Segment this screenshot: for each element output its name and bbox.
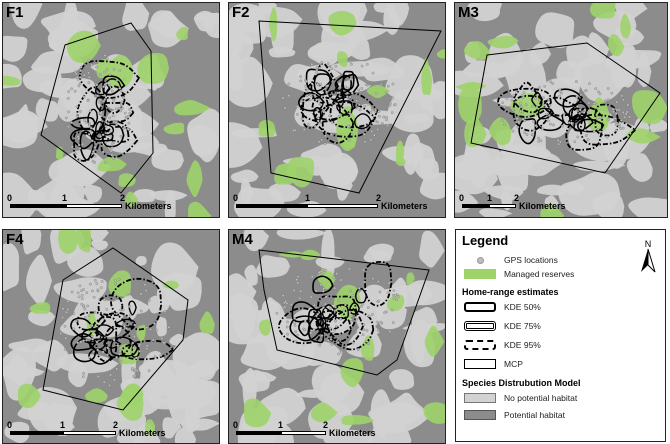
scale-tick-0: 0 xyxy=(7,193,13,203)
mcp-swatch-icon xyxy=(464,359,496,369)
gps-dot-icon xyxy=(464,255,496,265)
map-panel-m3: M3 0 1 2 Kilometers xyxy=(454,2,668,218)
north-label: N xyxy=(645,239,652,249)
legend-item-mcp: MCP xyxy=(464,357,523,371)
legend-label-kde75: KDE 75% xyxy=(504,321,541,331)
scale-tick-1: 1 xyxy=(305,193,311,203)
legend-label-habitat: Potential habitat xyxy=(504,410,565,420)
scale-bar-m4: 0 1 2 Kilometers xyxy=(233,420,433,440)
legend-label-gps: GPS locations xyxy=(504,255,558,265)
scale-bar-f2: 0 1 2 Kilometers xyxy=(233,193,438,213)
legend-label-kde95: KDE 95% xyxy=(504,340,541,350)
scale-tick-1: 1 xyxy=(487,193,493,203)
north-arrow-icon: N xyxy=(637,238,659,274)
legend-item-habitat: Potential habitat xyxy=(464,408,565,422)
scale-tick-2: 2 xyxy=(323,420,329,430)
scale-tick-2: 2 xyxy=(514,193,520,203)
habitat-swatch-icon xyxy=(464,410,496,420)
scale-bar-m3: 0 1 2 Kilometers xyxy=(459,193,659,213)
kde50-swatch-icon xyxy=(464,302,496,312)
reserve-swatch-icon xyxy=(464,269,496,279)
scale-tick-0: 0 xyxy=(233,193,239,203)
legend-sdm-title: Species Distrubution Model xyxy=(462,378,581,388)
scale-tick-0: 0 xyxy=(459,193,465,203)
scale-unit-m3: Kilometers xyxy=(519,201,566,211)
scale-tick-2: 2 xyxy=(376,193,382,203)
no-habitat-swatch-icon xyxy=(464,393,496,403)
panel-label-f2: F2 xyxy=(232,4,250,21)
panel-label-m3: M3 xyxy=(458,4,479,21)
habitat-map-m4 xyxy=(229,230,445,443)
habitat-map-f1 xyxy=(3,3,219,217)
legend-label-reserves: Managed reserves xyxy=(504,269,575,279)
legend-box: Legend N GPS locations Managed reserves … xyxy=(455,229,666,442)
habitat-map-m3 xyxy=(455,3,667,217)
legend-item-kde75: KDE 75% xyxy=(464,319,541,333)
scale-tick-0: 0 xyxy=(233,420,239,430)
panel-label-f1: F1 xyxy=(6,4,24,21)
kde95-swatch-icon xyxy=(464,340,496,350)
scale-tick-1: 1 xyxy=(62,193,68,203)
habitat-map-f2 xyxy=(229,3,445,217)
legend-title: Legend xyxy=(462,233,509,248)
legend-item-reserves: Managed reserves xyxy=(464,267,574,281)
legend-item-no-habitat: No potential habitat xyxy=(464,391,577,405)
kde75-swatch-icon xyxy=(464,321,496,331)
map-panel-f1: F1 0 1 2 Kilometers xyxy=(2,2,220,218)
legend-label-no-habitat: No potential habitat xyxy=(504,393,578,403)
habitat-map-f4 xyxy=(3,230,219,443)
legend-item-gps: GPS locations xyxy=(464,253,558,267)
scale-tick-0: 0 xyxy=(7,420,13,430)
map-panel-m4: M4 0 1 2 Kilometers xyxy=(228,229,446,444)
scale-unit-m4: Kilometers xyxy=(329,428,376,438)
scale-tick-2: 2 xyxy=(120,193,126,203)
scale-bar-f1: 0 1 2 Kilometers xyxy=(7,193,207,213)
map-panel-f2: F2 0 1 2 Kilometers xyxy=(228,2,446,218)
legend-item-kde50: KDE 50% xyxy=(464,300,541,314)
map-panel-f4: F4 0 1 2 Kilometers xyxy=(2,229,220,444)
legend-home-range-title: Home-range estimates xyxy=(462,287,559,297)
scale-tick-1: 1 xyxy=(60,420,66,430)
panel-label-f4: F4 xyxy=(6,231,24,248)
legend-item-kde95: KDE 95% xyxy=(464,338,541,352)
scale-unit-f2: Kilometers xyxy=(381,201,428,211)
scale-bar-f4: 0 1 2 Kilometers xyxy=(7,420,207,440)
scale-unit-f1: Kilometers xyxy=(125,201,172,211)
panel-label-m4: M4 xyxy=(232,231,253,248)
scale-tick-2: 2 xyxy=(113,420,119,430)
scale-tick-1: 1 xyxy=(278,420,284,430)
legend-label-mcp: MCP xyxy=(504,359,523,369)
scale-unit-f4: Kilometers xyxy=(119,428,166,438)
legend-label-kde50: KDE 50% xyxy=(504,302,541,312)
